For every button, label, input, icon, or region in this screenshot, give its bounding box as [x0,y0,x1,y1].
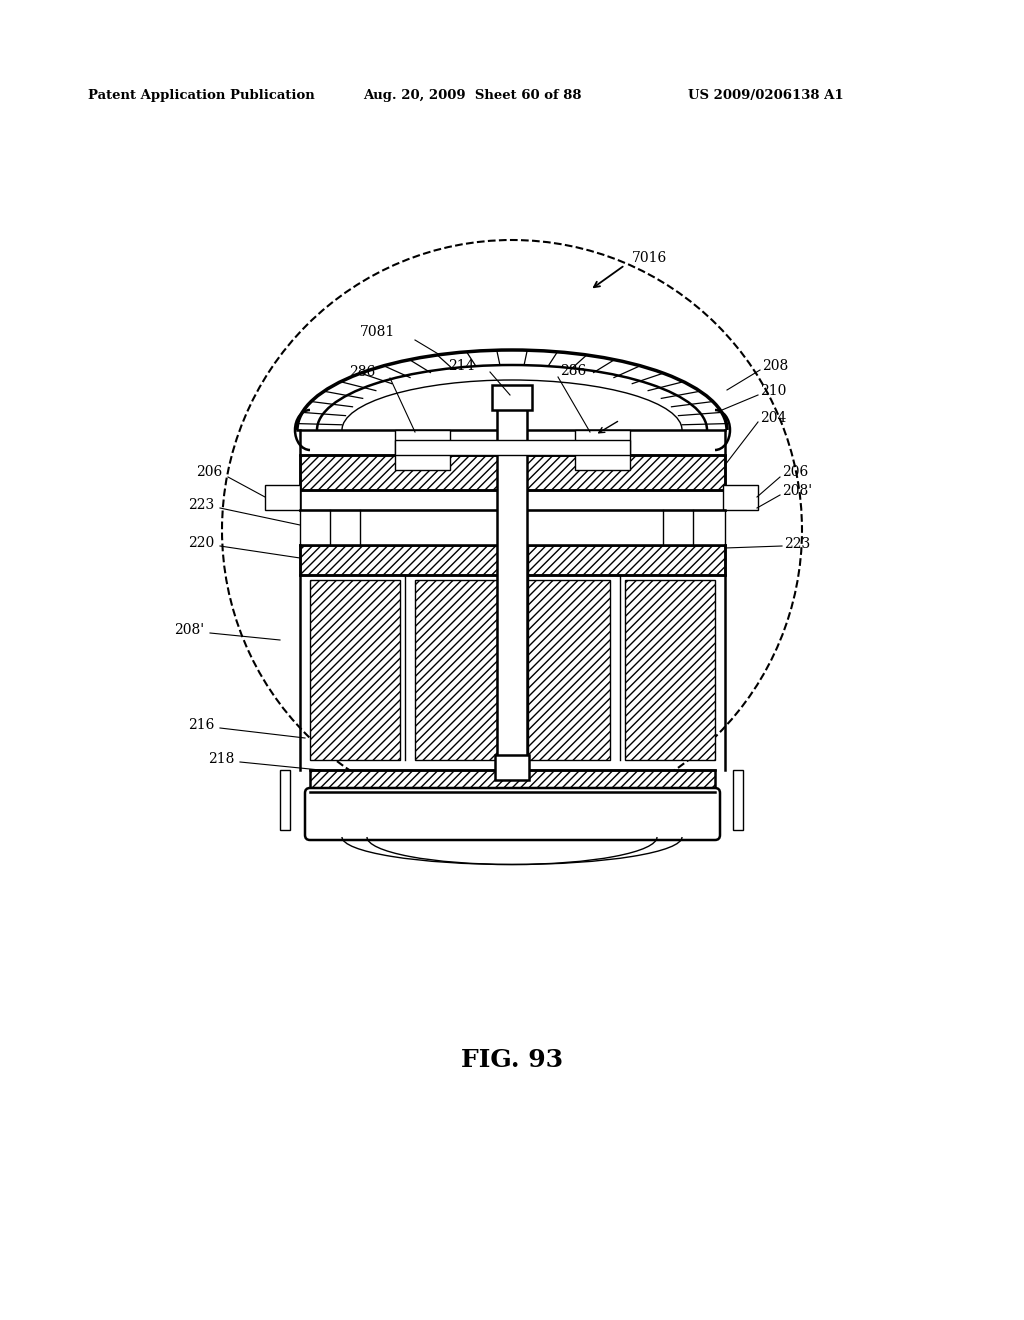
Text: 206: 206 [196,465,222,479]
Text: 223: 223 [784,537,810,550]
Bar [265,484,300,510]
Text: 286: 286 [560,364,587,378]
Bar [625,579,715,760]
Text: 206: 206 [782,465,808,479]
Bar [300,510,725,545]
Text: 216: 216 [187,718,214,733]
Text: 208': 208' [782,484,812,498]
Bar [415,579,500,760]
Bar [395,430,450,470]
Text: 208': 208' [174,623,204,638]
Text: 220: 220 [187,536,214,550]
Text: 7081: 7081 [359,325,395,339]
Text: 286: 286 [349,366,375,379]
Text: 223: 223 [187,498,214,512]
Bar [395,440,630,455]
Bar [492,385,532,411]
Text: US 2009/0206138 A1: US 2009/0206138 A1 [688,88,844,102]
FancyBboxPatch shape [305,788,720,840]
Text: Patent Application Publication: Patent Application Publication [88,88,314,102]
Bar [733,770,743,830]
Bar [300,455,725,490]
Bar [300,545,725,576]
Bar [723,484,758,510]
Text: 7016: 7016 [632,251,668,265]
Bar [575,430,630,470]
Bar [497,389,527,760]
Bar [310,770,715,792]
Text: Aug. 20, 2009  Sheet 60 of 88: Aug. 20, 2009 Sheet 60 of 88 [362,88,582,102]
Bar [280,770,290,830]
Bar [495,755,529,780]
Text: 210: 210 [760,384,786,399]
Bar [525,579,610,760]
Text: 218: 218 [208,752,234,766]
Text: FIG. 93: FIG. 93 [461,1048,563,1072]
Text: 204: 204 [760,411,786,425]
Bar [310,579,400,760]
Text: 214: 214 [449,359,475,374]
Text: 208: 208 [762,359,788,374]
